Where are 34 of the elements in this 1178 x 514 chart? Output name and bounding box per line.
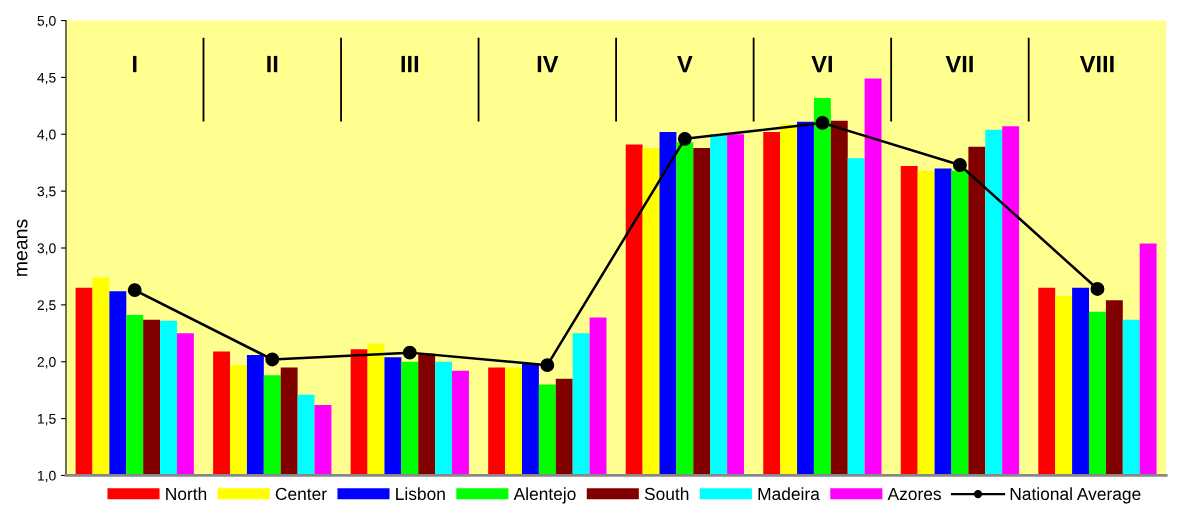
point xyxy=(952,158,967,172)
point xyxy=(127,283,142,298)
y-tick-label: 1,5 xyxy=(38,414,56,426)
point xyxy=(402,345,417,360)
x-tick-label: VI xyxy=(811,55,832,73)
point xyxy=(1090,281,1105,296)
legend-label: Azores xyxy=(887,487,941,501)
x-tick-label: VIII xyxy=(1079,55,1114,73)
x-tick-label: II xyxy=(267,55,278,73)
point xyxy=(265,352,280,367)
legend-label: North xyxy=(166,487,207,501)
legend-label: South xyxy=(644,487,689,501)
y-tick-label: 4,0 xyxy=(37,129,56,142)
point xyxy=(540,358,555,373)
point xyxy=(677,131,692,146)
y-tick-label: 2,5 xyxy=(37,300,56,312)
x-tick-label: VII xyxy=(945,55,973,73)
y-tick-label: 3,5 xyxy=(37,186,56,198)
x-tick-label: V xyxy=(677,55,693,73)
legend-label: Lisbon xyxy=(396,487,445,501)
x-tick-label: III xyxy=(401,55,419,73)
legend-label: Alentejo xyxy=(513,487,576,504)
x-tick-label: I xyxy=(133,55,137,73)
y-tick-label: 5,0 xyxy=(37,15,56,28)
legend-label: National Average xyxy=(1010,487,1141,504)
y-tick-label: 1,0 xyxy=(38,470,56,483)
x-tick-label: IV xyxy=(537,55,559,73)
legend-label: Madeira xyxy=(758,487,820,501)
point xyxy=(815,115,830,130)
y-tick-label: 4,5 xyxy=(37,72,56,85)
y-tick-label: 3,0 xyxy=(37,243,56,255)
legend-label: Center xyxy=(275,487,327,501)
y-tick-label: 2,0 xyxy=(37,357,56,369)
y-axis-title: means xyxy=(16,219,28,276)
